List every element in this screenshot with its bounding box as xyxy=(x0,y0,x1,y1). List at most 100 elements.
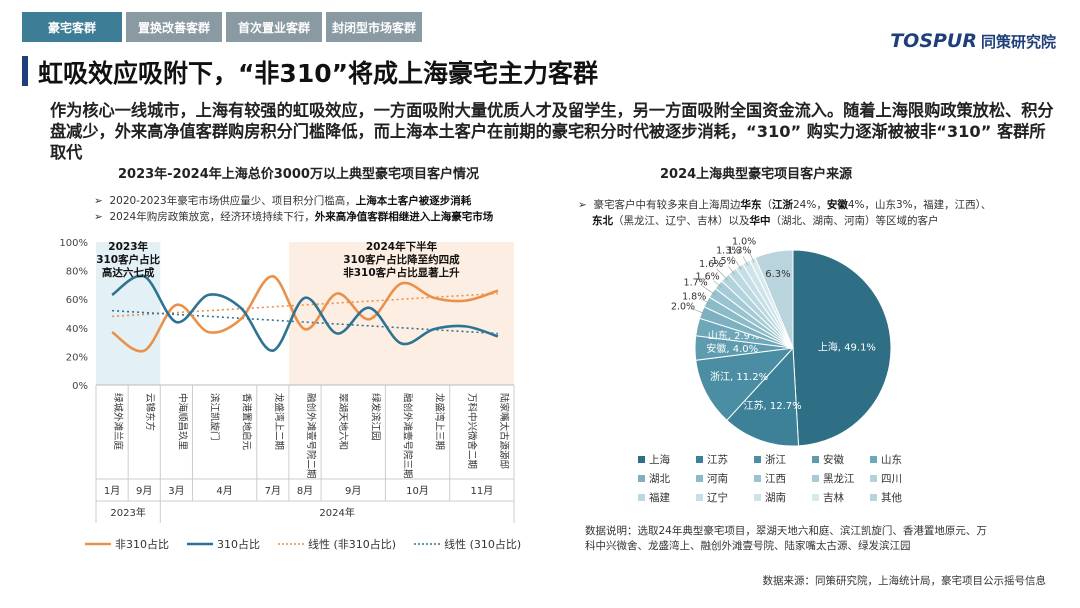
pie-legend-item: 其他 xyxy=(870,490,928,505)
chart-annotation-line: 高达六七成 xyxy=(102,266,155,279)
x-category-label: 融创外滩壹号院三期 xyxy=(401,393,413,479)
y-tick-label: 80% xyxy=(66,267,88,278)
legend-swatch xyxy=(638,456,645,463)
pie-legend-item: 山东 xyxy=(870,452,928,467)
x-category-label: 翠湖天地六和 xyxy=(337,393,349,450)
legend-swatch xyxy=(638,494,645,501)
pie-legend-item: 黑龙江 xyxy=(812,471,870,486)
pie-slice-label: 1.7% xyxy=(684,277,708,288)
legend-trend-non310-label: 线性 (非310占比) xyxy=(308,538,397,551)
left-chart-title: 2023年-2024年上海总价3000万以上典型豪宅项目客户情况 xyxy=(118,167,479,182)
right-note-text-e: （黑龙江、辽宁、吉林）以及 xyxy=(613,215,750,227)
pie-slice-label: 2.0% xyxy=(671,301,695,312)
pie-slice-14 xyxy=(754,249,794,349)
legend-swatch xyxy=(812,475,819,482)
pie-legend-item: 江苏 xyxy=(696,452,754,467)
left-note-1-plain: 2020-2023年豪宅市场供应量少、项目积分门槛高， xyxy=(109,195,356,207)
legend-label: 四川 xyxy=(881,473,902,485)
right-note-line-1: ➢ 豪宅客户中有较多来自上海周边华东（江浙24%，安徽4%，山东3%，福建，江西… xyxy=(578,199,992,211)
chart-annotation-line: 非310客户占比显著上升 xyxy=(343,266,460,279)
y-tick-label: 40% xyxy=(66,324,88,335)
month-label: 7月 xyxy=(265,485,281,497)
month-label: 1月 xyxy=(104,485,120,497)
month-label: 10月 xyxy=(406,485,429,497)
pie-legend-item: 辽宁 xyxy=(696,490,754,505)
left-note-1: ➢ 2020-2023年豪宅市场供应量少、项目积分门槛高，上海本土客户被逐步消耗 xyxy=(94,195,472,207)
month-label: 9月 xyxy=(136,485,152,497)
pie-legend-item: 吉林 xyxy=(812,490,870,505)
left-note-2-plain: 2024年购房政策放宽，经济环境持续下行， xyxy=(109,211,315,223)
tab-upgrade-clients[interactable]: 置换改善客群 xyxy=(126,12,222,42)
tab-first-home-clients[interactable]: 首次置业客群 xyxy=(226,12,322,42)
tab-closed-market-clients[interactable]: 封闭型市场客群 xyxy=(326,12,422,42)
y-tick-label: 0% xyxy=(72,381,88,392)
legend-non310-label: 非310占比 xyxy=(115,538,169,551)
legend-swatch xyxy=(696,494,703,501)
right-note-bold-a: 华东 xyxy=(740,199,762,211)
right-note-text-c: 24%， xyxy=(792,199,827,211)
pie-slice-label: 上海, 49.1% xyxy=(818,340,876,353)
legend-310-label: 310占比 xyxy=(217,538,260,551)
x-category-label: 滨江凯旋门 xyxy=(209,393,221,441)
legend-label: 黑龙江 xyxy=(823,473,855,485)
month-label: 3月 xyxy=(168,485,184,497)
x-category-label: 绿城外滩兰庭 xyxy=(112,393,124,451)
pie-legend-item: 上海 xyxy=(638,452,696,467)
x-category-label: 龙盛湾上三期 xyxy=(434,393,446,450)
legend-swatch xyxy=(812,494,819,501)
legend-swatch xyxy=(638,475,645,482)
right-note-bold-e: 东北 xyxy=(592,215,613,227)
legend-swatch xyxy=(754,494,761,501)
pie-leader-line xyxy=(728,266,735,275)
pie-slice-label: 1.3% xyxy=(716,245,740,256)
legend-trend-310-label: 线性 (310占比) xyxy=(444,538,522,551)
legend-swatch xyxy=(754,456,761,463)
chart-annotation-line: 2024年下半年 xyxy=(366,240,438,253)
right-note-text-d: 4%，山东3%，福建，江西）、 xyxy=(847,199,992,211)
pie-slice-label: 1.8% xyxy=(682,291,706,302)
chart-annotation-line: 310客户占比降至约四成 xyxy=(343,253,460,266)
pie-legend-item: 湖北 xyxy=(638,471,696,486)
pie-leader-line xyxy=(747,247,755,263)
right-note: ➢ 豪宅客户中有较多来自上海周边华东（江浙24%，安徽4%，山东3%，福建，江西… xyxy=(578,197,1028,229)
legend-label: 浙江 xyxy=(765,454,786,466)
pie-legend-item: 浙江 xyxy=(754,452,812,467)
legend-label: 安徽 xyxy=(823,454,844,466)
legend-swatch xyxy=(870,494,877,501)
pie-leader-line xyxy=(742,256,749,266)
tab-luxury-clients[interactable]: 豪宅客群 xyxy=(22,12,122,42)
logo: TOSPUR 同策研究院 xyxy=(890,30,1056,52)
x-category-label: 中海顺昌玖里 xyxy=(176,393,188,450)
legend-swatch xyxy=(754,475,761,482)
intro-paragraph: 作为核心一线城市，上海有较强的虹吸效应，一方面吸附大量优质人才及留学生，另一方面… xyxy=(50,101,1054,162)
legend-non310: 非310占比 xyxy=(85,536,169,552)
y-tick-label: 60% xyxy=(66,295,88,306)
legend-label: 湖南 xyxy=(765,492,786,504)
pie-slice-label: 江苏, 12.7% xyxy=(744,399,802,412)
pie-slice-label: 1.0% xyxy=(732,237,756,248)
y-tick-label: 100% xyxy=(59,238,88,249)
legend-label: 上海 xyxy=(649,454,670,466)
legend-trend-310: 线性 (310占比) xyxy=(414,536,521,552)
legend-trend-non310: 线性 (非310占比) xyxy=(278,536,396,552)
pie-slice-0 xyxy=(792,249,892,447)
y-tick-label: 20% xyxy=(66,352,88,363)
x-category-label: 融创外滩壹号院二期 xyxy=(305,393,317,479)
pie-legend-item: 河南 xyxy=(696,471,754,486)
month-label: 11月 xyxy=(470,485,493,497)
line-chart-legend: 非310占比 310占比 线性 (非310占比) 线性 (310占比) xyxy=(85,536,521,552)
chart-annotation-line: 310客户占比 xyxy=(96,253,160,266)
month-label: 8月 xyxy=(297,485,313,497)
pie-legend-item: 四川 xyxy=(870,471,928,486)
pie-legend-item: 福建 xyxy=(638,490,696,505)
pie-leader-line xyxy=(702,285,716,296)
x-category-label: 云锦东方 xyxy=(144,393,156,431)
legend-label: 吉林 xyxy=(823,492,844,504)
legend-label: 河南 xyxy=(707,473,728,485)
legend-label: 福建 xyxy=(649,492,670,504)
pie-slice-label: 1.3% xyxy=(727,246,751,257)
series-line-non310 xyxy=(111,275,499,353)
right-chart-title: 2024上海典型豪宅项目客户来源 xyxy=(660,167,853,182)
x-category-label: 陆家嘴太古源源邸 xyxy=(498,393,510,470)
right-note-text-a: 豪宅客户中有较多来自上海周边 xyxy=(593,199,741,211)
